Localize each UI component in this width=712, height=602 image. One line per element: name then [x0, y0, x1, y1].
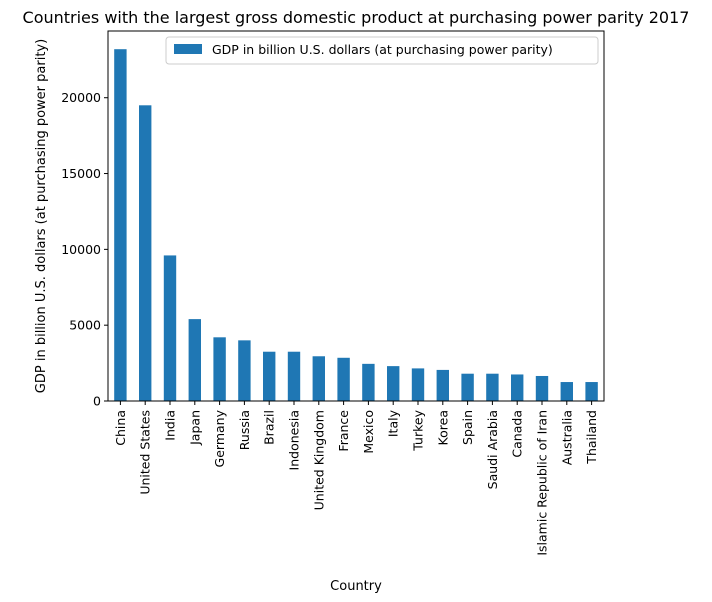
y-tick-label: 5000 [69, 318, 101, 333]
x-tick-label: France [336, 410, 351, 452]
bar-italy [387, 366, 400, 401]
x-tick-label: Thailand [584, 410, 599, 465]
x-tick-label: United States [138, 410, 153, 495]
x-tick-label: Mexico [361, 410, 376, 454]
bar-thailand [585, 382, 598, 401]
bar-australia [560, 382, 573, 401]
x-tick-label: Germany [212, 409, 227, 467]
x-tick-label: Turkey [411, 409, 426, 451]
x-tick-label: Islamic Republic of Iran [535, 410, 550, 556]
bar-united-states [139, 105, 152, 401]
x-axis: China United States India Japan Germany Russi… [113, 401, 599, 556]
x-tick-label: Brazil [262, 410, 277, 445]
bar-russia [238, 340, 251, 401]
x-tick-label: Korea [435, 410, 450, 445]
legend: GDP in billion U.S. dollars (at purchasi… [165, 36, 599, 65]
bar-spain [461, 373, 474, 401]
bar-canada [511, 374, 524, 401]
bar-japan [188, 319, 201, 401]
bar-india [163, 255, 177, 401]
chart-title: Countries with the largest gross domesti… [23, 8, 690, 27]
x-axis-label: Country [330, 579, 382, 594]
bars-group [114, 49, 598, 402]
x-tick-label: Australia [559, 410, 574, 465]
bar-germany [213, 337, 226, 401]
bar-islamic-republic-of-iran [535, 375, 549, 401]
bar-brazil [263, 351, 276, 401]
bar-china [114, 49, 127, 402]
x-tick-label: Indonesia [287, 410, 302, 470]
legend-frame [165, 36, 599, 65]
x-tick-label: Russia [237, 410, 252, 450]
y-axis: 0 5000 10000 15000 20000 [61, 90, 108, 409]
bar-france [337, 357, 350, 401]
y-tick-label: 20000 [61, 90, 101, 105]
legend-label: GDP in billion U.S. dollars (at purchasi… [212, 42, 553, 57]
y-tick-label: 10000 [61, 242, 101, 257]
bar-indonesia [287, 351, 301, 401]
y-axis-label: GDP in billion U.S. dollars (at purchasi… [34, 39, 49, 393]
x-tick-label: India [163, 410, 178, 441]
x-tick-label: United Kingdom [311, 410, 326, 510]
bar-mexico [362, 363, 375, 401]
bar-korea [436, 369, 449, 401]
x-tick-label: Canada [510, 410, 525, 458]
x-tick-label: Italy [386, 409, 401, 437]
legend-swatch [174, 44, 202, 54]
y-tick-label: 15000 [61, 166, 101, 181]
x-tick-label: China [113, 410, 128, 446]
x-tick-label: Spain [460, 410, 475, 445]
x-tick-label: Japan [187, 410, 202, 446]
bar-saudi-arabia [486, 373, 499, 401]
x-tick-label: Saudi Arabia [485, 410, 500, 489]
y-tick-label: 0 [93, 394, 101, 409]
plot-frame [107, 30, 605, 402]
bar-united-kingdom [312, 356, 325, 401]
bar-turkey [411, 368, 425, 401]
